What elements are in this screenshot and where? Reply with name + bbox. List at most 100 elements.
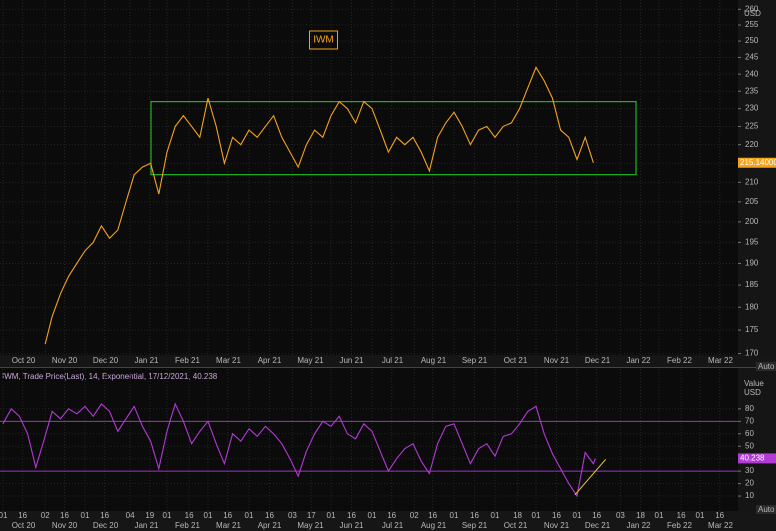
x-month-label: Apr 21 (258, 356, 282, 365)
y-tick-label: 235 (745, 86, 759, 95)
x-tick-label: 03 (288, 511, 297, 520)
x-month-label: Nov 21 (544, 521, 570, 530)
x-month-label: Dec 21 (585, 521, 611, 530)
x-tick-label: 16 (715, 511, 724, 520)
y-unit: USD (744, 388, 761, 397)
x-axis-band (0, 511, 776, 531)
x-month-label: Mar 22 (708, 521, 733, 530)
x-month-label: Jun 21 (339, 356, 364, 365)
x-tick-label: 16 (347, 511, 356, 520)
x-month-label: May 21 (297, 356, 324, 365)
x-tick-label: 16 (592, 511, 601, 520)
x-month-label: Aug 21 (421, 521, 447, 530)
x-tick-label: 01 (0, 511, 8, 520)
x-tick-label: 01 (204, 511, 213, 520)
y-tick-label: 175 (745, 325, 759, 334)
y-tick-label: 220 (745, 140, 759, 149)
x-month-label: Oct 20 (12, 356, 36, 365)
x-tick-label: 02 (41, 511, 50, 520)
last-value-tag (738, 157, 776, 168)
x-month-label: Oct 21 (504, 521, 528, 530)
x-tick-label: 01 (327, 511, 336, 520)
x-tick-label: 03 (616, 511, 625, 520)
x-month-label: Oct 20 (12, 521, 36, 530)
scale-button[interactable] (756, 505, 776, 514)
x-tick-label: 16 (100, 511, 109, 520)
y-tick-label: 190 (745, 259, 759, 268)
y-tick-label: 185 (745, 280, 759, 289)
x-month-label: Jan 22 (626, 521, 651, 530)
x-tick-label: 16 (265, 511, 274, 520)
y-tick-label: 255 (745, 20, 759, 29)
series-line (44, 66, 594, 345)
axis-column (738, 0, 776, 531)
series-name: IWM (313, 35, 334, 46)
y-tick-label: 30 (745, 466, 754, 475)
x-tick-label: 16 (677, 511, 686, 520)
x-month-label: Jan 21 (134, 356, 159, 365)
last-value-tag (738, 453, 776, 464)
x-tick-label: 16 (60, 511, 69, 520)
indicator-title: IWM, Trade Price(Last), 14, Exponential,… (2, 372, 218, 381)
x-tick-label: 16 (18, 511, 27, 520)
x-tick-label: 18 (513, 511, 522, 520)
x-month-label: Sep 21 (462, 521, 488, 530)
y-tick-label: 245 (745, 53, 759, 62)
scale-button-label[interactable]: Auto (758, 505, 775, 514)
x-month-label: Jan 21 (134, 521, 159, 530)
x-tick-label: 16 (387, 511, 396, 520)
y-tick-label: 250 (745, 36, 759, 45)
x-tick-label: 04 (126, 511, 135, 520)
y-tick-label: 60 (745, 429, 754, 438)
scale-button[interactable] (756, 362, 776, 371)
x-month-label: Nov 20 (52, 356, 78, 365)
x-month-label: Feb 21 (175, 356, 200, 365)
y-tick-label: 80 (745, 404, 754, 413)
x-tick-label: 16 (185, 511, 194, 520)
scale-button-label[interactable]: Auto (758, 362, 775, 371)
x-tick-label: 16 (428, 511, 437, 520)
x-tick-label: 16 (223, 511, 232, 520)
x-month-label: Jul 21 (382, 356, 404, 365)
x-month-label: Jul 21 (382, 521, 404, 530)
y-tick-label: 240 (745, 69, 759, 78)
x-month-label: Mar 21 (216, 521, 241, 530)
y-tick-label: 10 (745, 491, 754, 500)
x-tick-label: 17 (307, 511, 316, 520)
x-month-label: Mar 22 (708, 356, 733, 365)
x-tick-label: 01 (163, 511, 172, 520)
x-month-label: Aug 21 (421, 356, 447, 365)
y-tick-label: 225 (745, 122, 759, 131)
x-month-label: Dec 21 (585, 356, 611, 365)
x-tick-label: 01 (450, 511, 459, 520)
x-month-label: Dec 20 (93, 356, 119, 365)
x-tick-label: 19 (145, 511, 154, 520)
y-tick-label: 180 (745, 302, 759, 311)
x-tick-label: 01 (368, 511, 377, 520)
y-tick-label: 70 (745, 416, 754, 425)
x-tick-label: 01 (81, 511, 90, 520)
x-month-label: May 21 (297, 521, 324, 530)
x-tick-label: 16 (552, 511, 561, 520)
y-label: Value (744, 379, 764, 388)
x-month-label: Jun 21 (339, 521, 364, 530)
last-value-label: 40.238 (740, 453, 765, 462)
x-tick-label: 01 (655, 511, 664, 520)
x-tick-label: 01 (696, 511, 705, 520)
x-month-label: Jan 22 (626, 356, 651, 365)
y-tick-label: 170 (745, 349, 759, 358)
x-tick-label: 01 (532, 511, 541, 520)
y-tick-label: 230 (745, 104, 759, 113)
x-tick-label: 16 (470, 511, 479, 520)
x-tick-label: 01 (245, 511, 254, 520)
y-unit: USD (744, 9, 761, 18)
x-month-label: Mar 21 (216, 356, 241, 365)
y-tick-label: 195 (745, 238, 759, 247)
x-tick-label: 01 (491, 511, 500, 520)
x-tick-label: 02 (410, 511, 419, 520)
y-tick-label: 20 (745, 479, 754, 488)
x-month-label: Apr 21 (258, 521, 282, 530)
x-month-label: Feb 22 (667, 521, 692, 530)
